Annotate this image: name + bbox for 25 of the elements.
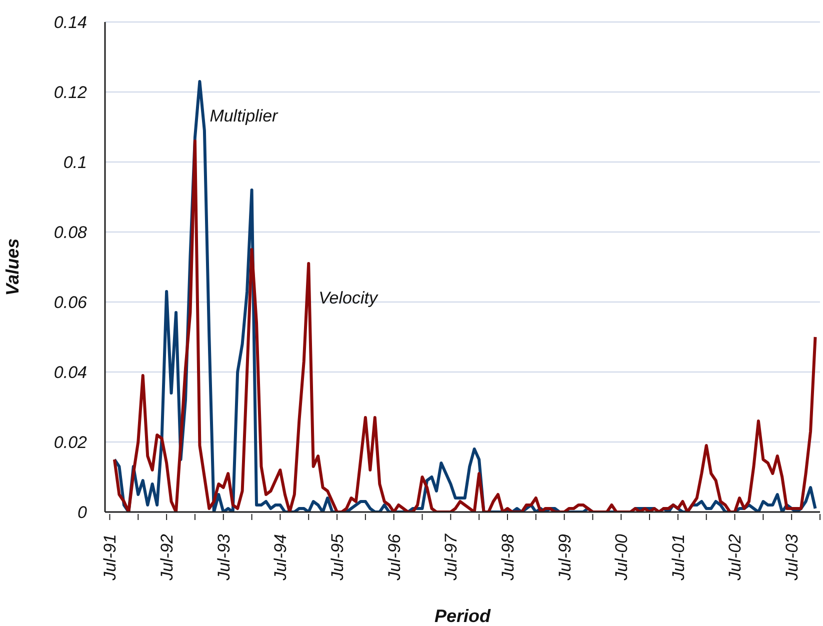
x-tick-label: Jul-97	[442, 533, 461, 582]
y-tick-label: 0.12	[54, 82, 88, 102]
x-tick-label: Jul-99	[555, 533, 574, 582]
x-tick-label: Jul-93	[214, 533, 234, 582]
x-tick-label: Jul-91	[100, 534, 120, 582]
x-tick-label: Jul-92	[158, 533, 177, 582]
y-tick-label: 0	[78, 502, 88, 522]
x-tick-label: Jul-03	[782, 533, 802, 582]
y-tick-label: 0.14	[54, 12, 87, 32]
y-tick-label: 0.02	[54, 432, 88, 452]
x-tick-label: Jul-94	[271, 534, 290, 582]
y-tick-label: 0.06	[54, 292, 88, 312]
x-tick-label: Jul-00	[612, 533, 632, 582]
y-tick-label: 0.04	[54, 362, 87, 382]
x-tick-label: Jul-95	[328, 533, 347, 582]
y-tick-label: 0.08	[54, 222, 88, 242]
x-axis-title: Period	[434, 606, 492, 626]
y-tick-label: 0.1	[63, 152, 87, 172]
x-tick-label: Jul-98	[498, 533, 518, 582]
series-label: Multiplier	[210, 106, 280, 126]
x-tick-label: Jul-01	[668, 534, 688, 582]
x-tick-label: Jul-02	[726, 533, 745, 582]
y-axis-title: Values	[2, 238, 22, 296]
series-label: Velocity	[318, 288, 380, 308]
x-tick-label: Jul-96	[384, 533, 404, 582]
